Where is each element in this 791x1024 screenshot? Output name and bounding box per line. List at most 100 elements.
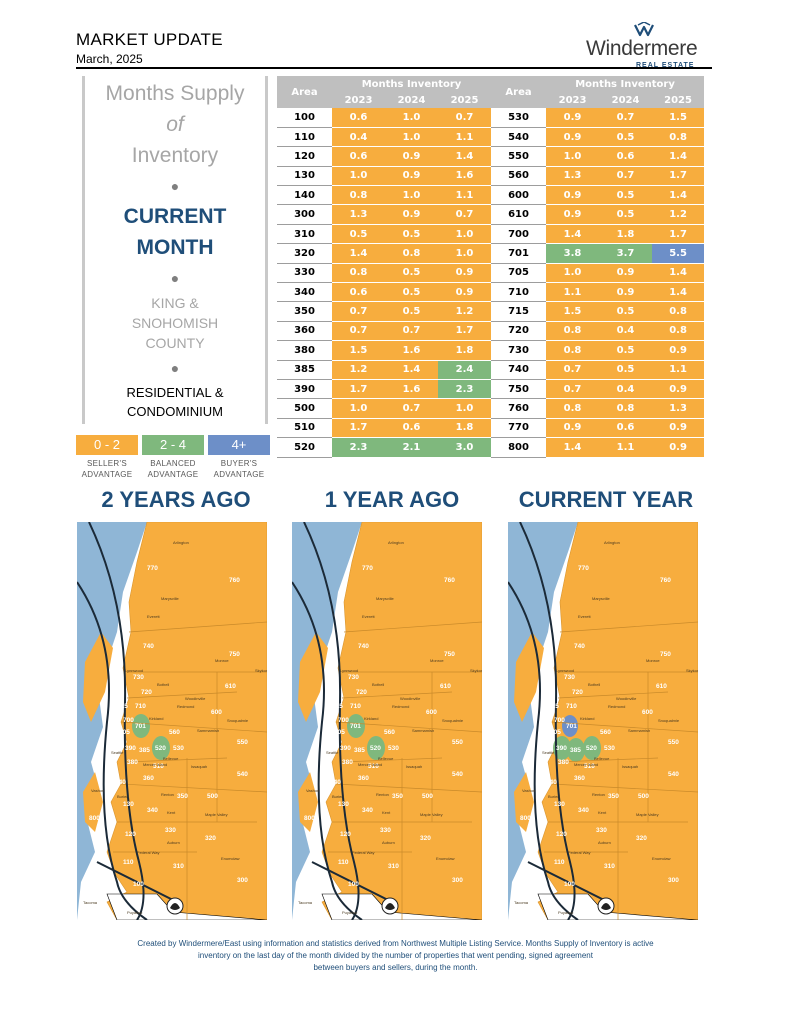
- highway-line: [508, 581, 579, 920]
- inventory-value-cell: 0.8: [546, 398, 600, 419]
- footer-line-2: inventory on the last day of the month d…: [198, 951, 593, 960]
- map-city-label: Snoqualmie: [658, 718, 680, 723]
- map-city-label: Auburn: [598, 840, 611, 845]
- inventory-value-cell: 0.8: [332, 263, 385, 284]
- map-city-label: Federal Way: [568, 850, 591, 855]
- area-code-cell: 770: [491, 418, 547, 439]
- area-map-current-year: 1001101201301403003103203303403503603803…: [508, 522, 698, 920]
- area-boundary: [341, 691, 453, 699]
- area-code-cell: 110: [277, 127, 332, 148]
- highlight-area-701: [132, 714, 150, 738]
- inventory-value-cell: 1.1: [438, 185, 492, 206]
- table-row: 120 0.6 0.9 1.4 550 1.0 0.6 1.4: [277, 146, 705, 167]
- map-area-label: 140: [115, 779, 126, 786]
- area-code-cell: 330: [277, 263, 332, 284]
- map-area-label: 800: [520, 815, 531, 822]
- inventory-value-cell: 0.9: [652, 379, 705, 400]
- map-city-label: Mercer Island: [574, 762, 598, 767]
- inventory-value-cell: 1.6: [438, 166, 492, 187]
- inventory-value-cell: 0.7: [599, 108, 653, 128]
- water-area: [292, 522, 362, 920]
- map-area-label: 710: [566, 703, 577, 710]
- bullet-dot: ●: [170, 360, 180, 376]
- inventory-value-cell: 2.3: [332, 437, 385, 458]
- inventory-value-cell: 1.1: [652, 360, 705, 380]
- inventory-value-cell: 0.6: [599, 418, 653, 439]
- panel-line-inventory: Inventory: [131, 144, 219, 167]
- area-code-cell: 380: [277, 340, 332, 361]
- map-city-label: Burien: [332, 794, 344, 799]
- map-area-label: 340: [147, 807, 158, 814]
- inventory-value-cell: 0.4: [599, 321, 653, 342]
- map-city-label: Enumclaw: [221, 856, 240, 861]
- table-row: 380 1.5 1.6 1.8 730 0.8 0.5 0.9: [277, 340, 705, 361]
- inventory-value-cell: 0.9: [652, 340, 705, 361]
- area-boundary: [341, 757, 443, 763]
- inventory-value-cell: 1.1: [599, 437, 653, 458]
- area-header-right: Area: [491, 76, 547, 108]
- inventory-value-cell: 0.9: [599, 263, 653, 284]
- highlight-area-701: [562, 715, 578, 737]
- map-area-label: 510: [368, 763, 379, 770]
- map-city-label: Renton: [592, 792, 605, 797]
- inventory-value-cell: 0.7: [385, 321, 438, 342]
- inventory-value-cell: 0.6: [332, 146, 385, 167]
- inventory-value-cell: 0.8: [599, 398, 653, 419]
- map-area-label: 560: [600, 729, 611, 736]
- inventory-value-cell: 0.5: [599, 204, 653, 225]
- map-area-label: 701: [566, 723, 577, 730]
- bullet-dot: ●: [170, 178, 180, 194]
- inventory-value-cell: 1.3: [332, 204, 385, 225]
- map-area-label: 120: [556, 831, 567, 838]
- inventory-value-cell: 1.0: [438, 224, 492, 245]
- inventory-value-cell: 0.6: [332, 282, 385, 303]
- map-area-label: 760: [660, 577, 671, 584]
- map-city-label: Sammamish: [628, 728, 650, 733]
- year-header: 2023: [332, 92, 385, 108]
- inventory-value-cell: 1.4: [652, 282, 705, 303]
- inventory-value-cell: 0.9: [546, 127, 600, 148]
- map-area-label: 750: [229, 651, 240, 658]
- map-area-label: 540: [452, 771, 463, 778]
- inventory-value-cell: 1.4: [546, 437, 600, 458]
- legend-buyer-swatch: 4+: [208, 435, 270, 455]
- map-city-label: Mercer Island: [358, 762, 382, 767]
- area-code-cell: 800: [491, 437, 547, 458]
- panel-county-1: KING &: [151, 295, 199, 311]
- inventory-value-cell: 5.5: [652, 243, 705, 264]
- table-row: 360 0.7 0.7 1.7 720 0.8 0.4 0.8: [277, 321, 705, 342]
- area-code-cell: 710: [491, 282, 547, 303]
- map-area-label: 300: [237, 877, 248, 884]
- map-city-label: Everett: [578, 614, 592, 619]
- map-area-label: 705: [334, 729, 345, 736]
- highway-line: [88, 522, 145, 920]
- map-city-label: Vashon: [522, 788, 535, 793]
- map-area-label: 380: [127, 759, 138, 766]
- map-area-label: 110: [554, 859, 565, 866]
- map-city-label: Redmond: [392, 704, 409, 709]
- map-area-label: 140: [546, 779, 557, 786]
- highlight-area-520: [152, 736, 170, 760]
- map-area-label: 530: [388, 745, 399, 752]
- inventory-value-cell: 1.2: [438, 301, 492, 322]
- map-city-label: Arlington: [604, 540, 620, 545]
- inventory-value-cell: 0.6: [385, 418, 438, 439]
- map-area-label: 530: [173, 745, 184, 752]
- inventory-value-cell: 3.0: [438, 437, 492, 458]
- map-area-label: 500: [638, 793, 649, 800]
- area-boundary: [557, 757, 659, 763]
- county-seal-icon: [170, 903, 180, 910]
- area-boundary: [120, 783, 267, 793]
- island-area: [514, 772, 534, 832]
- map-area-label: 705: [550, 729, 561, 736]
- area-code-cell: 350: [277, 301, 332, 322]
- inventory-value-cell: 0.9: [546, 108, 600, 128]
- area-boundary: [557, 691, 669, 699]
- map-city-label: Tacoma: [298, 900, 313, 905]
- outside-region: [321, 893, 482, 920]
- months-inventory-table: Area Months Inventory Area Months Invent…: [277, 76, 705, 458]
- map-area-label: 500: [422, 793, 433, 800]
- map-area-label: 701: [135, 723, 146, 730]
- map-title-2-years-ago: 2 YEARS AGO: [101, 487, 251, 512]
- map-area-label: 510: [153, 763, 164, 770]
